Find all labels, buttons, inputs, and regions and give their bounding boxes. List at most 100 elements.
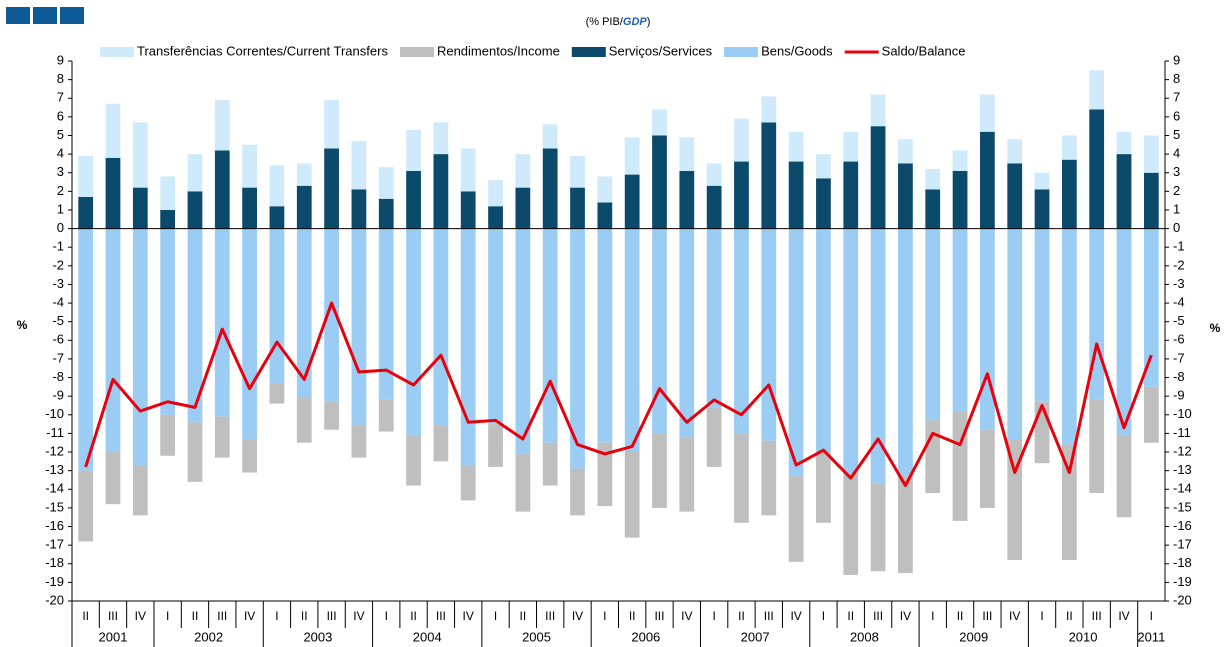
x-tick-label: I xyxy=(166,609,169,623)
year-label: 2004 xyxy=(413,629,442,644)
bar xyxy=(816,178,831,229)
legend-swatch xyxy=(399,47,434,57)
bar xyxy=(269,228,285,384)
bar xyxy=(460,228,476,466)
bar xyxy=(1089,399,1105,493)
bar xyxy=(105,228,121,453)
y-tick-label: -2 xyxy=(1173,257,1185,272)
bar xyxy=(1143,228,1159,387)
y-tick-label: 6 xyxy=(1173,108,1180,123)
x-tick-label: II xyxy=(192,609,199,623)
bar xyxy=(1116,435,1132,518)
legend-label: Rendimentos/Income xyxy=(437,43,560,58)
bar xyxy=(1116,228,1132,436)
x-tick-label: III xyxy=(108,609,118,623)
bar xyxy=(980,131,995,229)
year-label: 2005 xyxy=(522,629,551,644)
y-tick-label: -16 xyxy=(45,518,64,533)
legend-swatch xyxy=(571,47,606,57)
x-tick-label: II xyxy=(629,609,636,623)
bar xyxy=(624,174,640,229)
bar xyxy=(624,137,640,175)
bar xyxy=(898,476,913,574)
bar xyxy=(761,122,777,229)
legend-swatch xyxy=(724,47,759,57)
bar xyxy=(542,442,558,486)
subtitle-part: GDP xyxy=(623,16,648,28)
bar xyxy=(1116,131,1132,155)
x-tick-label: IV xyxy=(1009,609,1020,623)
bar xyxy=(160,228,176,415)
x-tick-label: I xyxy=(275,609,278,623)
x-tick-label: II xyxy=(957,609,964,623)
bar xyxy=(78,228,94,471)
x-tick-label: I xyxy=(931,609,934,623)
y-tick-label: 1 xyxy=(1173,201,1180,216)
y-tick-label: -13 xyxy=(1173,462,1192,477)
bar xyxy=(515,228,531,454)
bar xyxy=(187,191,203,229)
bar xyxy=(597,228,613,443)
bar xyxy=(515,453,531,512)
year-label: 2011 xyxy=(1137,629,1165,644)
bar xyxy=(187,154,203,192)
y-tick-label: -7 xyxy=(52,350,64,365)
bar xyxy=(160,176,176,210)
bar xyxy=(132,187,148,229)
y-tick-label: -9 xyxy=(52,388,64,403)
x-tick-label: III xyxy=(1092,609,1102,623)
bar xyxy=(542,148,558,229)
bar xyxy=(460,148,476,192)
bar xyxy=(1061,444,1077,561)
subtitle-part: (% PIB/ xyxy=(586,16,624,28)
bar xyxy=(378,198,394,229)
y-tick-label: 4 xyxy=(57,146,64,161)
bar xyxy=(433,122,449,155)
bar xyxy=(1143,386,1159,443)
bar xyxy=(488,228,503,425)
y-tick-label: 8 xyxy=(57,71,64,86)
x-tick-label: II xyxy=(1066,609,1073,623)
y-tick-label: -16 xyxy=(1173,518,1192,533)
bar xyxy=(570,187,585,229)
y-tick-label: -19 xyxy=(45,574,64,589)
bar xyxy=(1007,139,1023,164)
bar xyxy=(624,452,640,538)
bar xyxy=(214,100,230,151)
y-tick-label: -2 xyxy=(52,257,64,272)
bar xyxy=(1034,228,1050,402)
bar xyxy=(1061,135,1077,160)
y-tick-label: 6 xyxy=(57,108,64,123)
bar xyxy=(378,167,394,199)
x-tick-label: I xyxy=(385,609,388,623)
bar xyxy=(488,424,503,467)
y-tick-label: -14 xyxy=(45,481,64,496)
bar xyxy=(706,407,722,467)
y-axis-label: % xyxy=(17,318,28,332)
bar xyxy=(351,189,367,229)
bar xyxy=(706,185,722,229)
bar xyxy=(269,165,285,207)
x-tick-label: II xyxy=(738,609,745,623)
y-tick-label: 2 xyxy=(1173,183,1180,198)
bar xyxy=(706,228,722,408)
bar xyxy=(460,191,476,229)
x-tick-label: II xyxy=(410,609,417,623)
subtitle-part: ) xyxy=(647,16,651,28)
bar xyxy=(980,94,995,132)
bar xyxy=(843,228,859,475)
y-tick-label: -10 xyxy=(45,406,64,421)
bar xyxy=(242,187,257,229)
bar xyxy=(324,100,339,149)
bar xyxy=(1061,159,1077,229)
bar xyxy=(652,433,667,508)
bar xyxy=(187,228,203,423)
bar xyxy=(843,131,859,162)
bar xyxy=(788,131,804,162)
x-tick-label: III xyxy=(217,609,227,623)
bar xyxy=(324,401,339,430)
bar xyxy=(870,483,886,572)
bar xyxy=(1007,439,1023,561)
bar xyxy=(515,187,531,229)
bar xyxy=(242,228,257,439)
